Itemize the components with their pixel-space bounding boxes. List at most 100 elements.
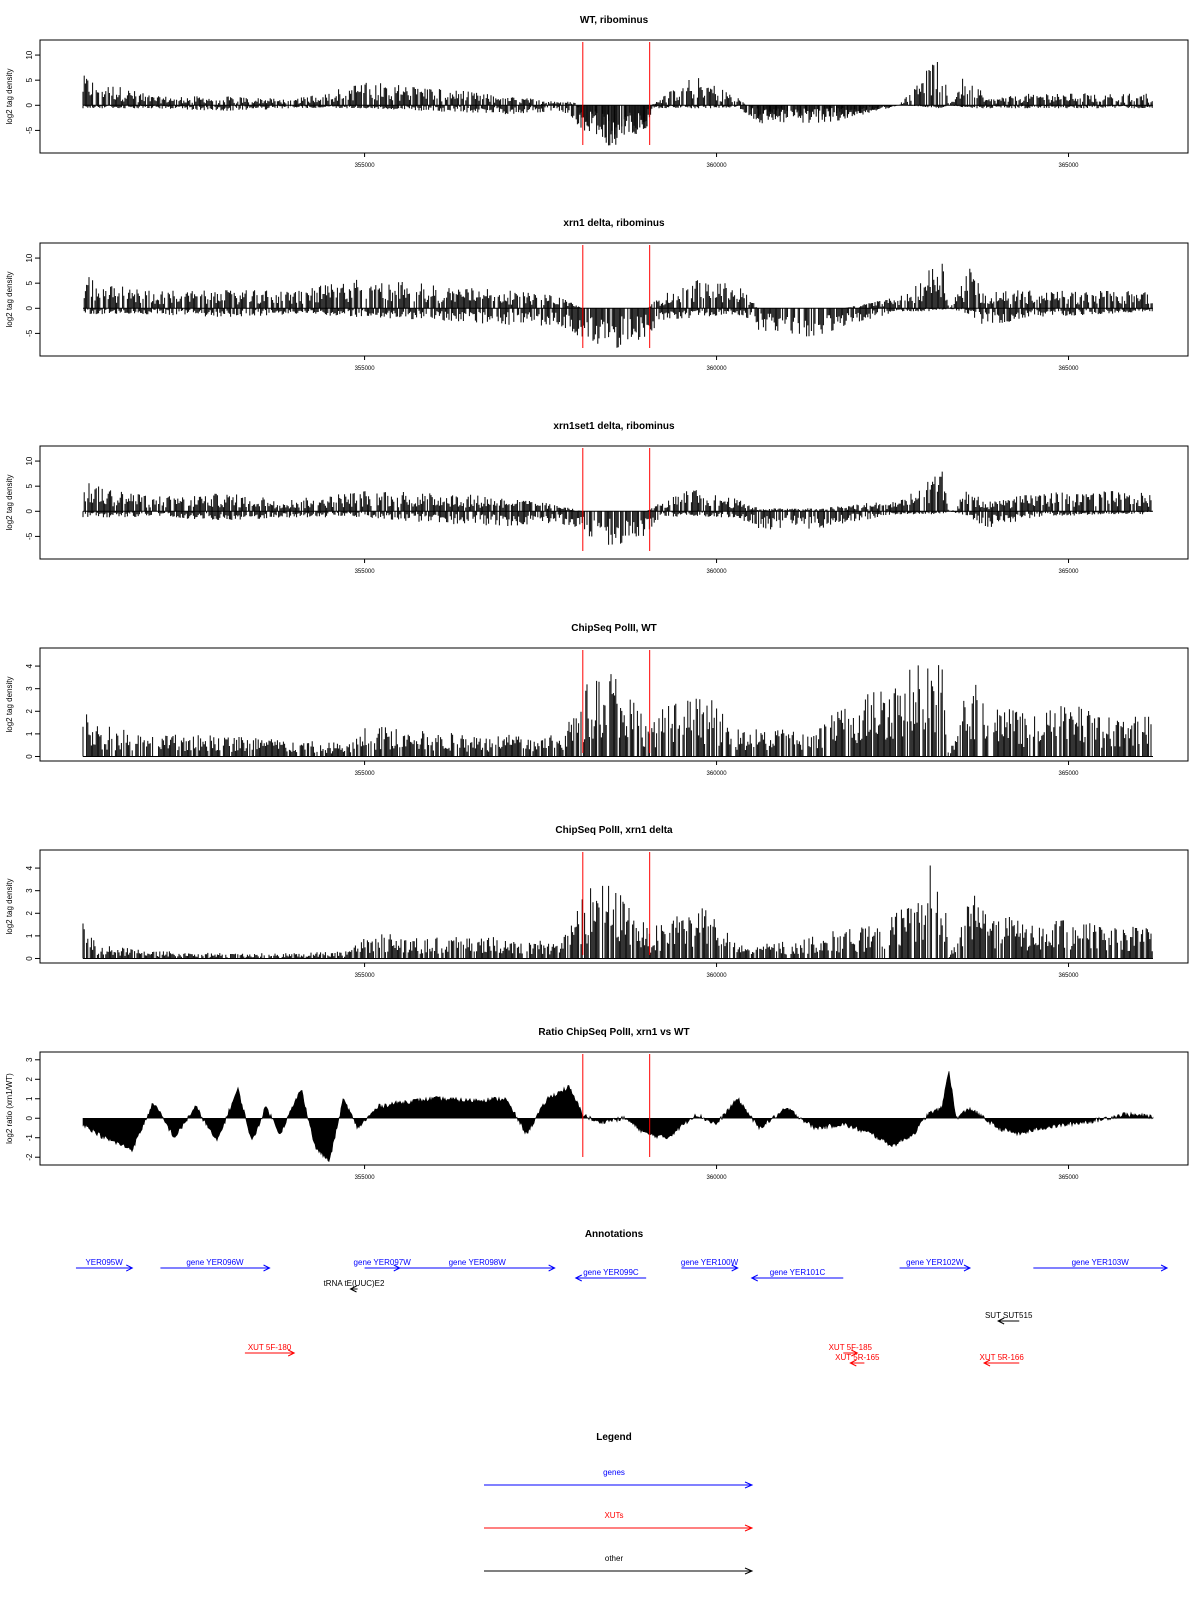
panel-title: WT, ribominus	[580, 15, 649, 26]
bars	[82, 865, 1153, 959]
legend-item: XUTs	[484, 1511, 754, 1532]
y-tick-label: 2	[25, 911, 34, 916]
arrow-head	[548, 1264, 556, 1272]
annotations-track: Annotations YER095W gene YER096W gene YER09…	[75, 1229, 1169, 1367]
y-tick-label: 2	[25, 709, 34, 714]
y-tick-label: 5	[25, 77, 34, 82]
chart-panel-5: ChipSeq PolII, xrn1 delta log2 tag densit…	[5, 825, 1189, 979]
bars	[82, 511, 1152, 545]
y-tick-label: -1	[25, 1134, 34, 1142]
feature-other: SUT SUT515	[985, 1311, 1033, 1325]
feature-label: gene YER103W	[1072, 1258, 1130, 1267]
feature-label: SUT SUT515	[985, 1311, 1033, 1320]
y-tick-label: 0	[25, 1115, 34, 1120]
feature-gene: YER095W	[75, 1258, 134, 1272]
y-tick-label: 5	[25, 280, 34, 285]
chart-panel-2: xrn1 delta, ribominus log2 tag density -5 0…	[5, 218, 1189, 372]
y-tick-label: 0	[25, 103, 34, 108]
feature-label: gene YER099C	[583, 1268, 639, 1277]
arrow-head	[963, 1264, 972, 1272]
arrow-head	[287, 1349, 296, 1357]
y-tick-label: 4	[25, 865, 34, 870]
y-tick-label: 2	[25, 1077, 34, 1082]
annotations-title: Annotations	[585, 1229, 644, 1240]
series-2	[82, 105, 1153, 146]
bars	[83, 263, 1153, 309]
series-2	[83, 308, 1153, 348]
legend-item: genes	[484, 1468, 754, 1489]
y-axis-label: log2 tag density	[5, 271, 14, 327]
panel-title: xrn1 delta, ribominus	[563, 218, 665, 229]
series-1	[82, 865, 1153, 959]
data-marks	[82, 865, 1153, 959]
feature-label: gene YER102W	[906, 1258, 964, 1267]
chart-panel-6: Ratio ChipSeq PolII, xrn1 vs WT log2 rati…	[5, 1027, 1189, 1181]
series-2	[82, 511, 1152, 545]
y-tick-label: 4	[25, 663, 34, 668]
arrow-head	[1160, 1264, 1169, 1272]
data-marks	[82, 1071, 1154, 1162]
x-tick-label: 360000	[707, 1175, 728, 1181]
arrow-head	[851, 1349, 859, 1357]
y-tick-label: 10	[25, 253, 34, 262]
legend-arrow-head	[744, 1481, 754, 1489]
bars	[82, 105, 1153, 146]
y-axis-label: log2 ratio (xrn1/WT)	[5, 1073, 14, 1144]
ratio-area	[82, 1071, 1154, 1162]
y-tick-label: -5	[25, 329, 34, 337]
y-tick-label: 1	[25, 731, 34, 736]
feature-gene: gene YER103W	[1033, 1258, 1169, 1272]
y-tick-label: -5	[25, 532, 34, 540]
plot-frame	[39, 849, 1189, 964]
series-1	[83, 471, 1152, 512]
feature-gene: gene YER096W	[160, 1258, 271, 1272]
x-tick-label: 365000	[1059, 771, 1080, 777]
arrow-head	[263, 1264, 271, 1272]
feature-gene: gene YER100W	[681, 1258, 739, 1272]
y-tick-label: -2	[25, 1153, 34, 1161]
y-tick-label: 0	[25, 306, 34, 311]
feature-xut: XUT 5R-166	[979, 1353, 1024, 1367]
feature-label: tRNA tE(UUC)E2	[324, 1279, 385, 1288]
arrow-head	[731, 1264, 739, 1272]
arrow-head	[349, 1285, 357, 1293]
feature-gene: gene YER101C	[750, 1268, 844, 1282]
y-axis-label: log2 tag density	[5, 68, 14, 124]
y-tick-label: 0	[25, 754, 34, 759]
chart-panel-3: xrn1set1 delta, ribominus log2 tag densit…	[5, 421, 1189, 575]
feature-label: XUT 5F-185	[829, 1343, 873, 1352]
legend-label: genes	[603, 1468, 625, 1477]
x-tick-label: 365000	[1059, 163, 1080, 169]
arrow-head	[849, 1359, 857, 1367]
feature-xut: XUT 5R-165	[835, 1353, 880, 1367]
panel-title: xrn1set1 delta, ribominus	[553, 421, 675, 432]
bars	[82, 62, 1153, 139]
y-tick-label: 10	[25, 456, 34, 465]
legend-title: Legend	[596, 1432, 632, 1443]
arrow-head	[393, 1264, 401, 1272]
plot-frame	[39, 647, 1189, 762]
x-tick-label: 365000	[1059, 973, 1080, 979]
feature-label: XUT 5F-180	[248, 1343, 292, 1352]
y-tick-label: 1	[25, 1096, 34, 1101]
x-tick-label: 360000	[707, 973, 728, 979]
feature-xut: XUT 5F-180	[244, 1343, 296, 1357]
bars	[83, 471, 1152, 512]
x-tick-label: 355000	[355, 163, 376, 169]
plot-frame	[39, 445, 1189, 560]
x-tick-label: 355000	[355, 973, 376, 979]
y-axis-label: log2 tag density	[5, 474, 14, 530]
x-tick-label: 355000	[355, 771, 376, 777]
plot-frame	[39, 242, 1189, 357]
x-tick-label: 360000	[707, 366, 728, 372]
arrow-head	[997, 1317, 1005, 1325]
x-tick-label: 360000	[707, 771, 728, 777]
x-tick-label: 355000	[355, 1175, 376, 1181]
panel-title: ChipSeq PolII, xrn1 delta	[555, 825, 673, 836]
arrow-head	[982, 1359, 991, 1367]
panel-title: Ratio ChipSeq PolII, xrn1 vs WT	[538, 1027, 689, 1038]
feature-label: gene YER098W	[449, 1258, 507, 1267]
x-tick-label: 365000	[1059, 1175, 1080, 1181]
y-tick-label: 3	[25, 888, 34, 893]
y-tick-label: 1	[25, 933, 34, 938]
